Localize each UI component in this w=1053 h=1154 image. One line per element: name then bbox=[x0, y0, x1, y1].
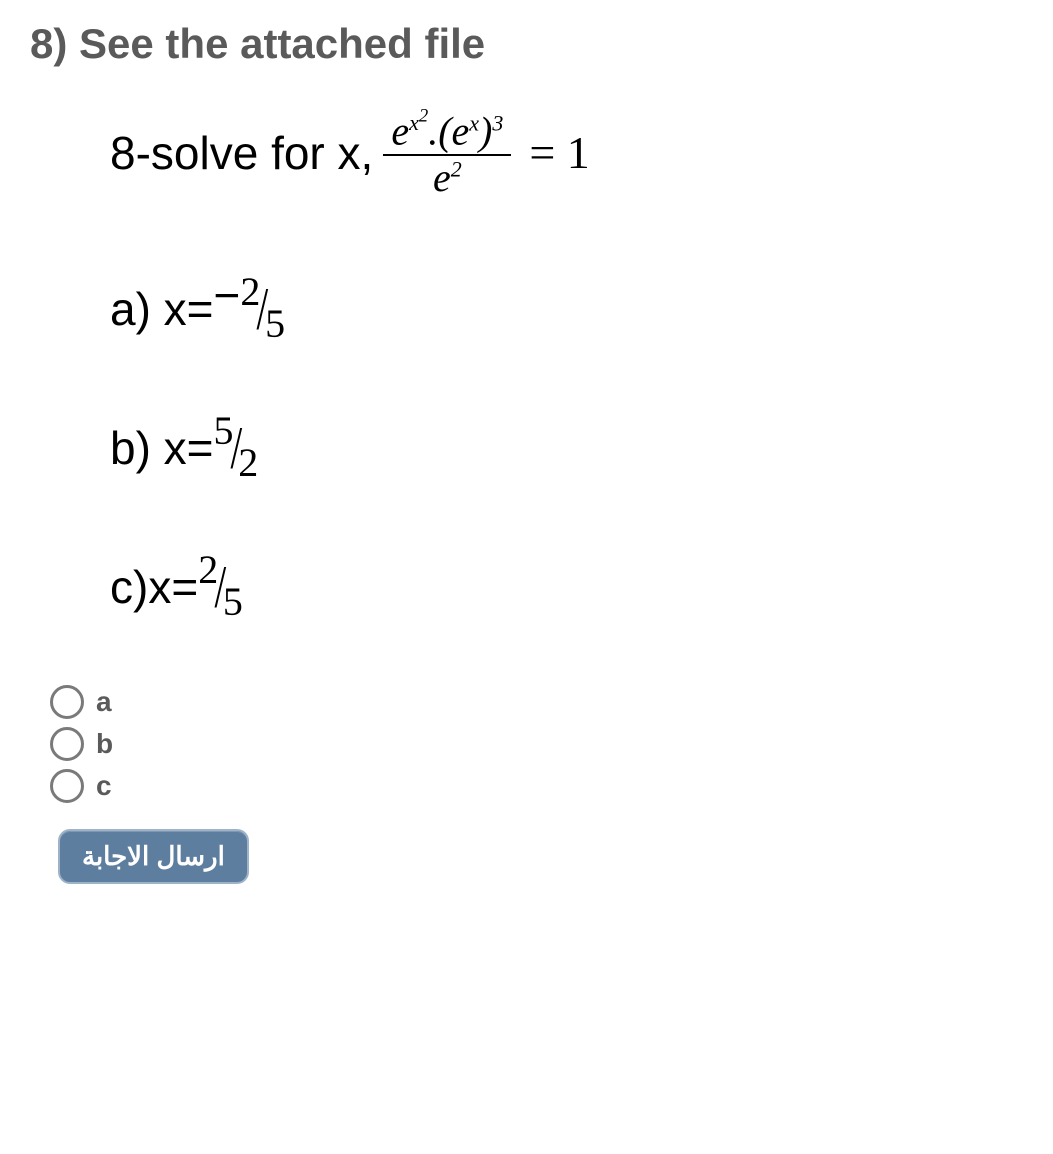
equation-rhs: = 1 bbox=[529, 126, 589, 179]
answer-option-c: c)x=2/5 bbox=[110, 546, 1023, 625]
option-fraction: 2/5 bbox=[240, 268, 285, 347]
radio-list: abc bbox=[30, 685, 1023, 803]
answer-option-a: a) x=−2/5 bbox=[110, 268, 1023, 347]
option-prefix: a) x= bbox=[110, 283, 214, 335]
equation-line: 8-solve for x, ex2.(ex)3 e2 = 1 bbox=[110, 108, 1023, 198]
slash-icon: / bbox=[230, 414, 242, 483]
equation-denominator: e2 bbox=[433, 156, 462, 198]
radio-option-a[interactable]: a bbox=[50, 685, 1023, 719]
page-root: 8) See the attached file 8-solve for x, … bbox=[0, 0, 1053, 904]
equation-fraction: ex2.(ex)3 e2 bbox=[383, 108, 511, 198]
question-title: See the attached file bbox=[79, 20, 485, 67]
option-fraction: 5/2 bbox=[214, 407, 259, 486]
equation-prefix: 8-solve for x, bbox=[110, 126, 373, 180]
radio-circle-icon[interactable] bbox=[50, 685, 84, 719]
option-sign: − bbox=[214, 269, 241, 321]
radio-option-c[interactable]: c bbox=[50, 769, 1023, 803]
radio-label: b bbox=[96, 728, 113, 760]
slash-icon: / bbox=[257, 275, 269, 344]
answer-options: a) x=−2/5b) x=5/2c)x=2/5 bbox=[110, 268, 1023, 625]
radio-label: c bbox=[96, 770, 112, 802]
option-fraction: 2/5 bbox=[198, 546, 243, 625]
option-prefix: b) x= bbox=[110, 422, 214, 474]
answer-option-b: b) x=5/2 bbox=[110, 407, 1023, 486]
slash-icon: / bbox=[215, 553, 227, 622]
equation-numerator: ex2.(ex)3 bbox=[383, 108, 511, 156]
radio-circle-icon[interactable] bbox=[50, 769, 84, 803]
option-prefix: c)x= bbox=[110, 561, 198, 613]
question-header: 8) See the attached file bbox=[30, 20, 1023, 68]
submit-button[interactable]: ارسال الاجابة bbox=[58, 829, 249, 884]
submit-button-label: ارسال الاجابة bbox=[82, 841, 225, 871]
radio-circle-icon[interactable] bbox=[50, 727, 84, 761]
question-number: 8) bbox=[30, 20, 67, 67]
problem-block: 8-solve for x, ex2.(ex)3 e2 = 1 a) x=−2/… bbox=[30, 108, 1023, 625]
radio-label: a bbox=[96, 686, 112, 718]
radio-option-b[interactable]: b bbox=[50, 727, 1023, 761]
